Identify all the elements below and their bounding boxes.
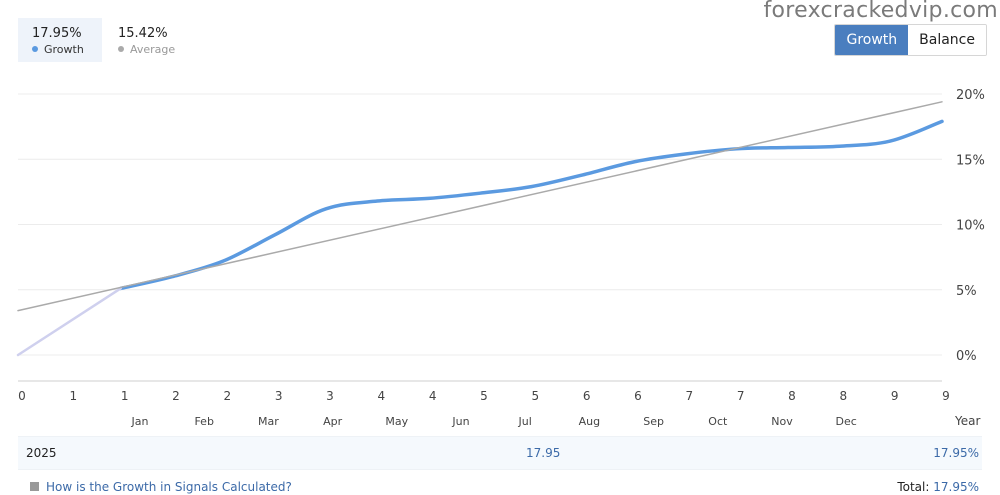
chart-mode-toggle: Growth Balance <box>834 24 987 56</box>
series-line-growth <box>118 119 944 291</box>
x-tick-label: 9 <box>942 389 950 403</box>
growth-help-link[interactable]: How is the Growth in Signals Calculated? <box>46 480 292 494</box>
x-tick-label: 4 <box>429 389 437 403</box>
month-label: Jul <box>518 415 532 428</box>
y-tick-label: 15% <box>956 153 985 168</box>
total-label: Total: <box>897 480 930 494</box>
average-value: 15.42% <box>118 26 168 41</box>
average-stat-tab[interactable]: 15.42% Average <box>104 18 194 62</box>
year-summary-row: 2025 17.95 17.95% <box>18 436 982 470</box>
x-tick-label: 1 <box>121 389 129 403</box>
month-label: Jan <box>131 415 149 428</box>
y-tick-label: 10% <box>956 219 985 234</box>
total-value: 17.95% <box>933 480 979 494</box>
growth-dot-icon <box>32 46 38 52</box>
total-summary: Total: 17.95% <box>897 480 979 494</box>
growth-stat-tab[interactable]: 17.95% Growth <box>18 18 102 62</box>
x-tick-label: 6 <box>583 389 591 403</box>
x-tick-label: 1 <box>70 389 78 403</box>
x-tick-label: 2 <box>224 389 232 403</box>
y-tick-label: 20% <box>956 88 985 103</box>
month-label: Feb <box>194 415 213 428</box>
balance-button[interactable]: Balance <box>908 25 986 55</box>
x-axis-title: Year <box>954 414 980 428</box>
average-dot-icon <box>118 46 124 52</box>
month-label: Jun <box>451 415 469 428</box>
month-label: Dec <box>836 415 857 428</box>
month-label: Aug <box>579 415 600 428</box>
y-tick-label: 5% <box>956 284 977 299</box>
growth-help: How is the Growth in Signals Calculated? <box>30 480 292 494</box>
growth-label: Growth <box>44 43 84 56</box>
question-icon <box>30 482 39 491</box>
month-label: Oct <box>708 415 728 428</box>
x-tick-label: 6 <box>634 389 642 403</box>
x-tick-label: 4 <box>378 389 386 403</box>
x-tick-label: 9 <box>891 389 899 403</box>
watermark-text: forexcrackedvip.com <box>763 0 998 23</box>
growth-button[interactable]: Growth <box>835 25 909 55</box>
series-line-pre-start <box>16 287 122 357</box>
x-tick-label: 0 <box>18 389 26 403</box>
x-tick-label: 7 <box>686 389 694 403</box>
month-label: Sep <box>643 415 664 428</box>
year-label: 2025 <box>26 446 57 460</box>
x-tick-label: 8 <box>840 389 848 403</box>
growth-value: 17.95% <box>32 26 82 41</box>
month-label: May <box>385 415 408 428</box>
x-tick-label: 8 <box>788 389 796 403</box>
year-growth-value: 17.95 <box>526 446 561 460</box>
month-label: Mar <box>258 415 279 428</box>
x-tick-label: 3 <box>326 389 334 403</box>
x-tick-label: 5 <box>480 389 488 403</box>
y-tick-label: 0% <box>956 349 977 364</box>
x-tick-label: 2 <box>172 389 180 403</box>
month-label: Nov <box>771 415 793 428</box>
series-line-average <box>17 101 943 312</box>
x-tick-label: 3 <box>275 389 283 403</box>
average-label: Average <box>130 43 176 56</box>
x-tick-label: 5 <box>532 389 540 403</box>
month-label: Apr <box>323 415 343 428</box>
growth-chart: 0% 5% 10% 15% 20% 0 1 1 2 2 3 3 4 4 5 5 6 6 7 7 8 8 9 9 Jan Feb Ma… <box>16 88 985 428</box>
x-tick-label: 7 <box>737 389 745 403</box>
year-total-value: 17.95% <box>933 446 979 460</box>
